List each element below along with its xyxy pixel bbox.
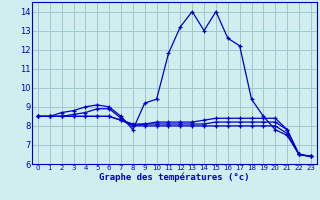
X-axis label: Graphe des températures (°c): Graphe des températures (°c) [99,173,250,182]
